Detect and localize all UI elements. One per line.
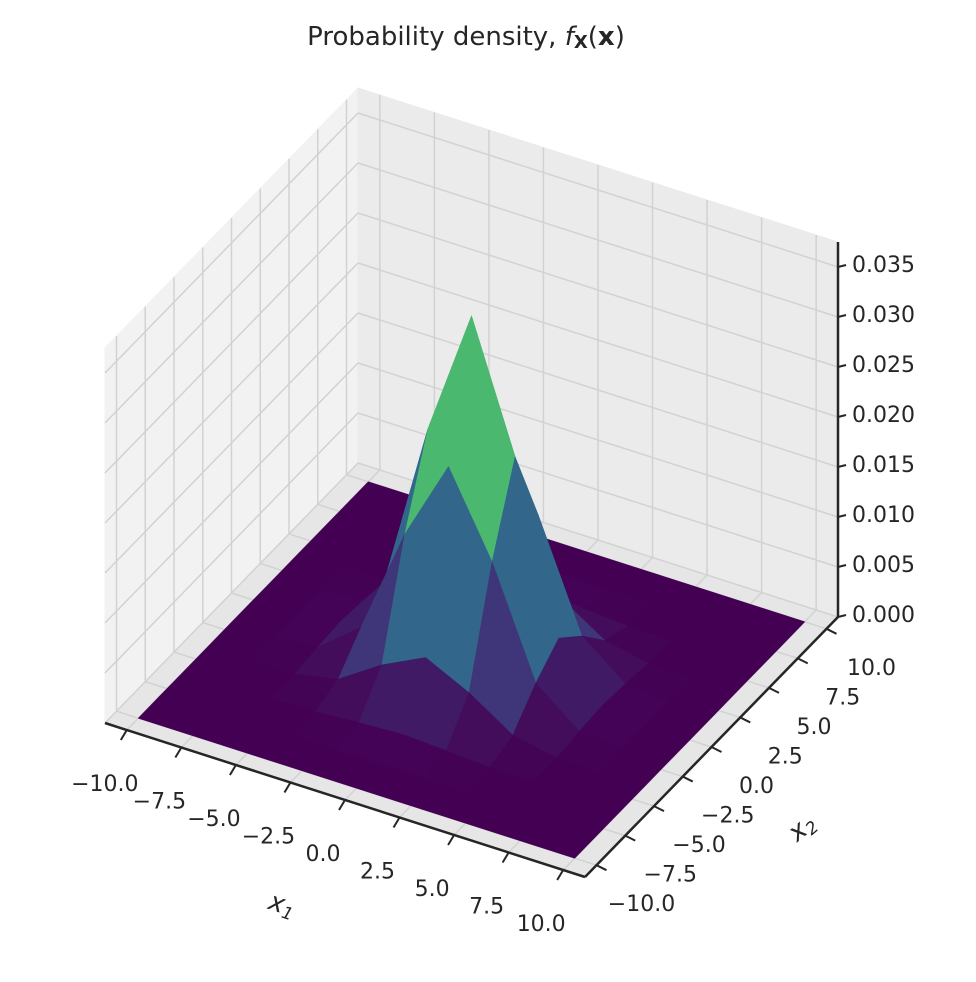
z-tick — [837, 314, 847, 318]
title-part: X — [574, 32, 588, 53]
grid-line — [357, 162, 839, 318]
y-tick — [653, 805, 665, 812]
title-part: ( — [588, 22, 598, 52]
x-tick-label: −10.0 — [71, 772, 138, 797]
z-tick — [837, 264, 847, 268]
grid-line — [357, 312, 839, 468]
x-axis-label: x1 — [263, 886, 299, 925]
x-tick-label: −5.0 — [187, 807, 240, 832]
y-tick-label: −5.0 — [672, 833, 725, 858]
grid-line — [104, 162, 359, 424]
z-tick — [837, 514, 847, 518]
y-tick — [739, 716, 751, 724]
x-tick — [338, 799, 346, 811]
y-tick — [624, 834, 636, 842]
z-tick — [837, 564, 847, 568]
grid-line — [357, 112, 839, 268]
x-tick-label: 5.0 — [415, 877, 450, 902]
x-tick — [119, 729, 128, 741]
grid-line — [357, 362, 839, 518]
y-axis-label: x2 — [781, 808, 823, 850]
x-tick — [392, 816, 401, 829]
y-tick — [768, 687, 780, 694]
chart-title: Probability density, fX(x) — [307, 22, 625, 54]
y-tick — [797, 657, 809, 665]
x-tick — [447, 834, 455, 846]
title-part: ) — [615, 22, 625, 52]
y-tick-label: −2.5 — [701, 804, 754, 829]
y-tick-label: −10.0 — [608, 892, 675, 917]
grid-line — [104, 412, 359, 674]
surface — [138, 315, 806, 859]
y-tick-label: 2.5 — [768, 744, 803, 769]
grid-line — [104, 362, 359, 624]
z-tick — [837, 614, 847, 618]
y-tick-label: −7.5 — [644, 863, 697, 888]
grid-line — [357, 262, 839, 418]
x-tick — [174, 746, 183, 759]
x-tick — [229, 764, 237, 776]
y-tick — [711, 746, 722, 753]
grid-line — [104, 462, 359, 724]
x-tick-label: 0.0 — [306, 842, 341, 867]
y-tick — [596, 864, 607, 872]
z-tick — [837, 464, 847, 468]
grid-line — [104, 312, 359, 574]
z-tick-label: 0.030 — [852, 303, 915, 328]
z-tick — [837, 414, 847, 418]
title-part: x — [598, 22, 615, 52]
z-tick-label: 0.000 — [852, 603, 915, 628]
z-tick-label: 0.020 — [852, 403, 915, 428]
title-part: Probability density, — [307, 22, 565, 52]
y-tick-label: 0.0 — [739, 774, 774, 799]
x-tick-label: −2.5 — [242, 825, 295, 850]
z-tick-label: 0.035 — [852, 253, 915, 278]
surface-patch — [530, 820, 599, 859]
grid-line — [104, 262, 359, 524]
x-tick-label: 7.5 — [469, 895, 504, 920]
grid-line — [104, 112, 359, 374]
x-tick — [283, 781, 292, 794]
x-tick-label: 2.5 — [360, 860, 395, 885]
grid-line — [357, 212, 839, 368]
x-tick — [501, 851, 510, 864]
grid-line — [104, 212, 359, 474]
z-tick-label: 0.025 — [852, 353, 915, 378]
y-tick — [826, 627, 837, 635]
x-tick — [556, 869, 565, 881]
z-tick-label: 0.005 — [852, 553, 915, 578]
axes — [104, 242, 847, 881]
y-tick-label: 5.0 — [797, 715, 832, 740]
z-tick-label: 0.010 — [852, 503, 915, 528]
y-tick-label: 10.0 — [847, 656, 896, 681]
y-tick — [682, 775, 694, 783]
x-tick-label: 10.0 — [517, 912, 566, 937]
x-tick-label: −7.5 — [133, 790, 186, 815]
z-tick — [837, 364, 847, 368]
z-tick-label: 0.015 — [852, 453, 915, 478]
y-tick-label: 7.5 — [825, 685, 860, 710]
